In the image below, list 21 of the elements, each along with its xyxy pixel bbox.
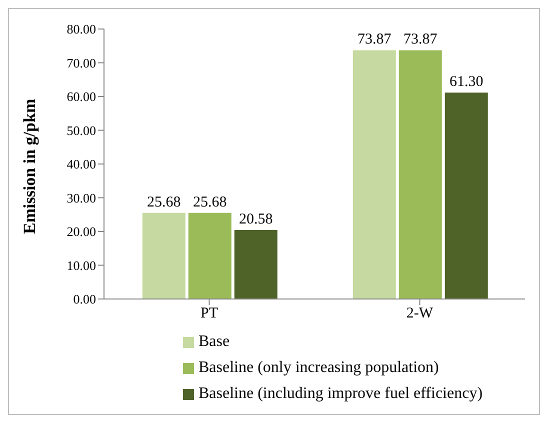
data-label: 20.58 <box>239 212 273 228</box>
data-label: 25.68 <box>147 194 181 210</box>
y-tick-label: 80.00 <box>66 22 96 37</box>
y-tick-label: 70.00 <box>66 55 96 70</box>
data-label: 73.87 <box>358 32 392 48</box>
y-tick-label: 60.00 <box>66 89 96 104</box>
x-tick-label: 2-W <box>406 306 434 322</box>
y-tick-label: 10.00 <box>66 258 96 273</box>
y-tick-label: 40.00 <box>66 156 96 172</box>
data-label: 61.30 <box>450 74 484 90</box>
y-tick-label: 0.00 <box>73 292 96 307</box>
data-label: 25.68 <box>193 194 227 210</box>
legend-label: Baseline (only increasing population) <box>198 359 439 376</box>
x-tick-label: PT <box>200 306 218 322</box>
y-tick-label: 50.00 <box>66 122 96 138</box>
legend-label: Base <box>198 333 230 350</box>
data-label: 73.87 <box>404 32 438 48</box>
legend-label: Baseline (including improve fuel efficiency) <box>198 385 483 402</box>
y-axis-title: Emission in g/pkm <box>20 98 40 234</box>
y-tick-label: 30.00 <box>66 190 96 206</box>
y-tick-label: 20.00 <box>66 224 96 240</box>
